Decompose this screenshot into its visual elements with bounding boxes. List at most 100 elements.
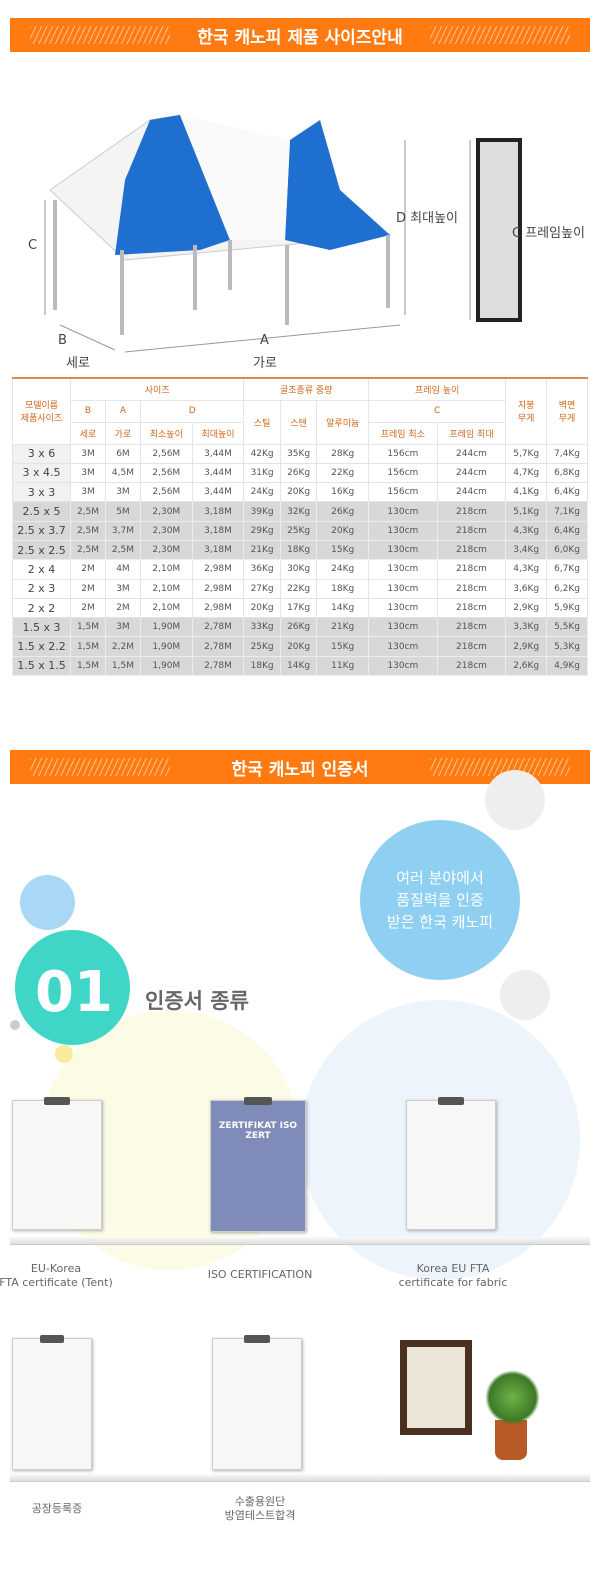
table-cell: 218cm bbox=[436, 655, 507, 677]
th-min: 최소높이 bbox=[139, 421, 193, 445]
table-cell: 3M bbox=[70, 443, 106, 464]
decor-circle bbox=[10, 1020, 20, 1030]
th-frame: 프레임 높이 bbox=[368, 377, 507, 401]
table-cell: 1,90M bbox=[139, 617, 193, 638]
certificate-banner: 한국 캐노피 인증서 bbox=[10, 750, 590, 784]
table-cell: 2,30M bbox=[139, 501, 193, 522]
cert-caption: 공장등록증 bbox=[31, 1502, 83, 1515]
certificate-korea-eu-fabric[interactable] bbox=[406, 1097, 496, 1230]
table-cell: 4,3Kg bbox=[505, 559, 548, 580]
model-cell: 2 x 2 bbox=[12, 597, 71, 619]
table-cell: 6,4Kg bbox=[546, 520, 588, 541]
table-cell: 4,9Kg bbox=[546, 655, 588, 677]
table-cell: 16Kg bbox=[316, 482, 370, 503]
size-guide-banner: 한국 캐노피 제품 사이즈안내 bbox=[10, 18, 590, 52]
table-cell: 3,7M bbox=[104, 520, 141, 541]
table-cell: 2,9Kg bbox=[505, 597, 548, 619]
table-cell: 130cm bbox=[368, 520, 438, 541]
table-cell: 130cm bbox=[368, 501, 438, 522]
th-max: 최대높이 bbox=[191, 421, 245, 445]
table-cell: 5,3Kg bbox=[546, 636, 588, 657]
table-cell: 3M bbox=[104, 617, 141, 638]
table-cell: 6,4Kg bbox=[546, 482, 588, 503]
th-steel: 스틸 bbox=[243, 399, 281, 445]
table-cell: 24Kg bbox=[243, 482, 281, 503]
hatch-decoration bbox=[430, 758, 570, 776]
model-cell: 3 x 3 bbox=[12, 482, 71, 503]
table-cell: 218cm bbox=[436, 520, 507, 541]
table-cell: 33Kg bbox=[243, 617, 281, 638]
table-cell: 17Kg bbox=[279, 597, 318, 619]
th-sero: 세로 bbox=[70, 421, 106, 445]
certificate-flame-test[interactable] bbox=[212, 1335, 302, 1470]
certificate-factory-registration[interactable] bbox=[12, 1335, 92, 1470]
banner-title: 한국 캐노피 제품 사이즈안내 bbox=[197, 27, 403, 48]
table-cell: 4,5M bbox=[104, 462, 141, 484]
table-cell: 2,10M bbox=[139, 597, 193, 619]
table-cell: 36Kg bbox=[243, 559, 281, 580]
model-cell: 1.5 x 2.2 bbox=[12, 636, 71, 657]
table-cell: 35Kg bbox=[279, 443, 318, 464]
model-cell: 3 x 4.5 bbox=[12, 462, 71, 484]
table-cell: 218cm bbox=[436, 597, 507, 619]
table-cell: 2,78M bbox=[191, 636, 245, 657]
table-cell: 3,3Kg bbox=[505, 617, 548, 638]
label-b-name: 세로 bbox=[66, 356, 90, 371]
table-cell: 2,2M bbox=[104, 636, 141, 657]
table-cell: 6,8Kg bbox=[546, 462, 588, 484]
th-fmax: 프레임 최대 bbox=[436, 421, 507, 445]
table-cell: 3,18M bbox=[191, 520, 245, 541]
model-cell: 2.5 x 3.7 bbox=[12, 520, 71, 541]
model-cell: 1.5 x 3 bbox=[12, 617, 71, 638]
th-roof: 지붕 무게 bbox=[505, 377, 548, 445]
table-cell: 2,5M bbox=[70, 539, 106, 561]
table-cell: 1,5M bbox=[70, 655, 106, 677]
table-cell: 2,78M bbox=[191, 655, 245, 677]
th-b: B bbox=[70, 399, 106, 423]
th-d: D bbox=[139, 399, 245, 423]
decor-circle bbox=[55, 1045, 73, 1063]
table-cell: 1,5M bbox=[70, 636, 106, 657]
hatch-decoration bbox=[30, 758, 170, 776]
table-cell: 5,1Kg bbox=[505, 501, 548, 522]
shelf bbox=[10, 1474, 590, 1482]
table-row: 3 x 6 3M 6M 2,56M 3,44M 42Kg 35Kg 28Kg 156cm 244c… bbox=[12, 443, 588, 464]
table-cell: 130cm bbox=[368, 617, 438, 638]
table-cell: 25Kg bbox=[279, 520, 318, 541]
table-cell: 2,9Kg bbox=[505, 636, 548, 657]
table-cell: 2,98M bbox=[191, 597, 245, 619]
table-cell: 6,7Kg bbox=[546, 559, 588, 580]
table-cell: 1,90M bbox=[139, 636, 193, 657]
table-cell: 14Kg bbox=[279, 655, 318, 677]
table-cell: 25Kg bbox=[243, 636, 281, 657]
table-cell: 130cm bbox=[368, 559, 438, 580]
table-cell: 130cm bbox=[368, 655, 438, 677]
hatch-decoration bbox=[430, 26, 570, 44]
table-cell: 2,5M bbox=[104, 539, 141, 561]
table-cell: 4,7Kg bbox=[505, 462, 548, 484]
table-cell: 2M bbox=[70, 559, 106, 580]
shelf bbox=[10, 1237, 590, 1245]
decor-circle bbox=[485, 770, 545, 830]
table-cell: 27Kg bbox=[243, 578, 281, 599]
table-cell: 30Kg bbox=[279, 559, 318, 580]
table-cell: 3M bbox=[104, 578, 141, 599]
decor-circle bbox=[20, 875, 75, 930]
certificate-eu-korea-tent[interactable] bbox=[12, 1097, 102, 1230]
certificate-iso[interactable]: ZERTIFIKAT ISO ZERT bbox=[210, 1097, 306, 1232]
cert-caption: EU-Korea FTA certificate (Tent) bbox=[0, 1262, 113, 1289]
th-a: A bbox=[104, 399, 141, 423]
section-heading: 인증서 종류 bbox=[145, 989, 249, 1013]
table-cell: 32Kg bbox=[279, 501, 318, 522]
model-cell: 3 x 6 bbox=[12, 443, 71, 464]
table-cell: 2,98M bbox=[191, 578, 245, 599]
decor-circle bbox=[500, 970, 550, 1020]
num-circle bbox=[15, 930, 130, 1045]
hatch-decoration bbox=[30, 26, 170, 44]
table-cell: 2,30M bbox=[139, 520, 193, 541]
table-cell: 218cm bbox=[436, 559, 507, 580]
table-cell: 20Kg bbox=[279, 482, 318, 503]
table-row: 3 x 3 3M 3M 2,56M 3,44M 24Kg 20Kg 16Kg 156cm 244c… bbox=[12, 482, 588, 503]
model-cell: 2.5 x 5 bbox=[12, 501, 71, 522]
table-cell: 6,2Kg bbox=[546, 578, 588, 599]
